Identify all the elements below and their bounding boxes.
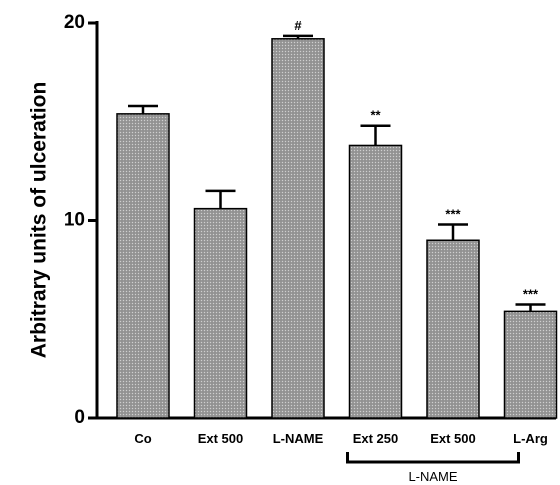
category-label: Co — [134, 431, 151, 446]
significance-label: ** — [370, 108, 381, 123]
bar — [426, 239, 480, 419]
significance-label: *** — [523, 286, 539, 301]
bar — [271, 38, 325, 419]
l-name-bracket: L-NAME — [346, 452, 520, 484]
y-tick-label: 20 — [64, 12, 85, 33]
bracket-line — [346, 452, 520, 464]
category-label: L-Arg — [513, 431, 548, 446]
bracket-label: L-NAME — [408, 469, 457, 484]
category-label: Ext 500 — [198, 431, 244, 446]
bars — [116, 34, 558, 419]
significance-label: # — [294, 18, 302, 33]
bar — [348, 144, 403, 419]
category-label: Ext 500 — [430, 431, 476, 446]
bar — [193, 207, 248, 419]
y-axis-label: Arbitrary units of ulceration — [28, 82, 51, 359]
significance-label: *** — [445, 206, 461, 221]
labels: Co Ext 500 # L-NAME ** Ext 250 *** Ext 500 *** L-… — [134, 18, 548, 446]
y-tick-label: 10 — [64, 210, 85, 231]
bar — [116, 113, 170, 419]
bar — [503, 310, 558, 419]
category-label: Ext 250 — [353, 431, 399, 446]
y-tick-label: 0 — [74, 407, 85, 428]
category-label: L-NAME — [273, 431, 324, 446]
